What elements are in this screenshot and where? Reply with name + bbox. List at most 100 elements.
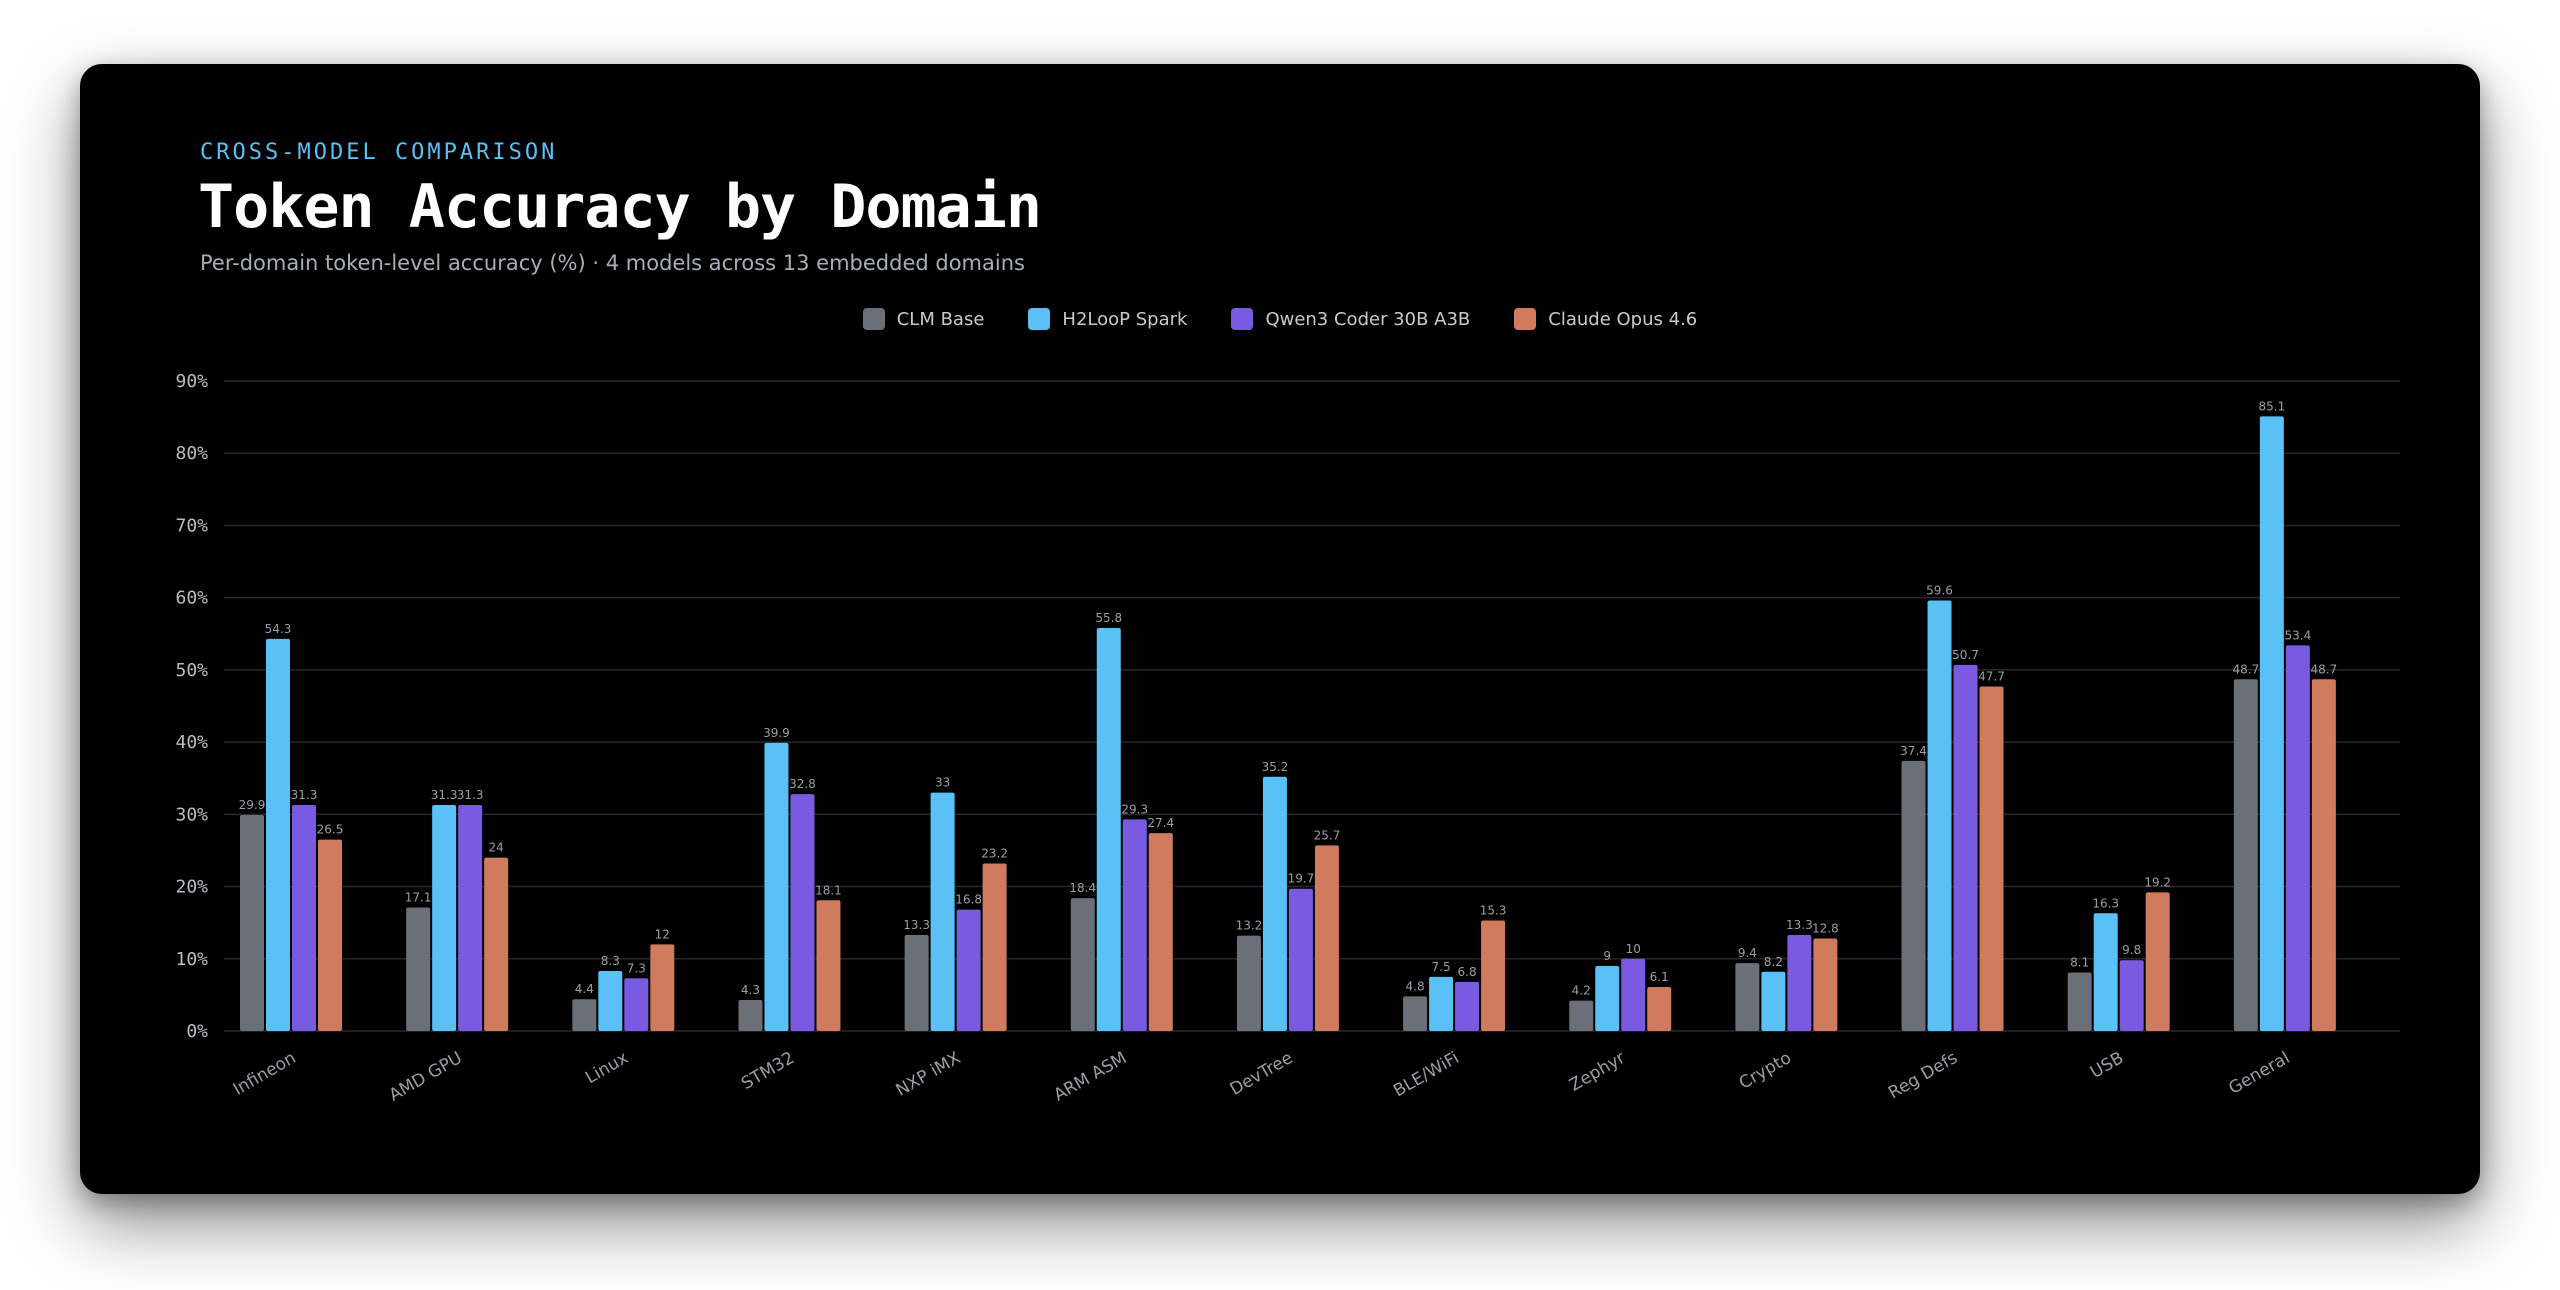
category-label: Linux [582, 1048, 632, 1088]
bar [266, 638, 290, 1031]
bar [2119, 960, 2144, 1031]
bar-value-label: 4.4 [575, 982, 594, 996]
bar-value-label: 13.3 [903, 918, 930, 932]
bar [1262, 776, 1287, 1031]
bar-value-label: 33 [935, 776, 950, 790]
bar-value-label: 15.3 [1480, 904, 1507, 918]
bar [1429, 976, 1454, 1031]
bar-value-label: 23.2 [981, 846, 1008, 860]
bar [1979, 686, 2004, 1031]
bar [1096, 628, 1121, 1031]
bar-value-label: 17.1 [405, 891, 432, 905]
legend-label: Qwen3 Coder 30B A3B [1265, 308, 1471, 330]
category-label: Infineon [230, 1048, 300, 1100]
category-label: Crypto [1736, 1048, 1795, 1094]
bar [2145, 892, 2170, 1031]
category-label: Reg Defs [1885, 1048, 1961, 1103]
bar [650, 944, 675, 1031]
chart-title: Token Accuracy by Domain [198, 172, 1042, 242]
category-label: USB [2087, 1048, 2127, 1083]
bar-value-label: 35.2 [1262, 760, 1289, 774]
bar-value-label: 55.8 [1095, 611, 1122, 625]
legend-item: Qwen3 Coder 30B A3B [1231, 308, 1470, 330]
bar [624, 978, 649, 1031]
bar-value-label: 7.3 [627, 961, 646, 975]
y-tick-label: 30% [175, 804, 208, 825]
bar-value-label: 85.1 [2258, 399, 2285, 413]
bar-value-label: 48.7 [2232, 662, 2259, 676]
bar-value-label: 47.7 [1978, 670, 2005, 684]
bar [1481, 920, 1506, 1031]
bar-value-label: 13.3 [1786, 918, 1813, 932]
bar [1927, 600, 1952, 1031]
bar [1761, 971, 1786, 1031]
bar [1595, 966, 1620, 1031]
bar [1953, 664, 1978, 1031]
y-tick-label: 20% [175, 877, 208, 898]
bar [816, 900, 841, 1031]
bar [1735, 963, 1760, 1031]
legend-item: CLM Base [862, 308, 984, 330]
bar [1901, 760, 1926, 1031]
bar [1813, 938, 1838, 1031]
bar [240, 815, 264, 1031]
category-label: DevTree [1227, 1048, 1297, 1100]
category-label: Zephyr [1566, 1048, 1629, 1096]
bar [1122, 819, 1147, 1031]
bar-value-label: 18.1 [815, 883, 842, 897]
bar [2311, 679, 2336, 1031]
bar [982, 863, 1007, 1031]
bar [1787, 934, 1812, 1031]
bar-value-label: 16.8 [955, 893, 982, 907]
bar [738, 999, 763, 1031]
bar-value-label: 39.9 [763, 726, 790, 740]
bar-value-label: 37.4 [1900, 744, 1927, 758]
bar-value-label: 18.4 [1069, 881, 1096, 895]
chart-card: CROSS-MODEL COMPARISON Token Accuracy by… [80, 64, 2480, 1194]
bar-value-label: 12.8 [1812, 922, 1839, 936]
bar [458, 804, 483, 1031]
bar [406, 907, 431, 1031]
legend-swatch [1028, 308, 1051, 330]
category-label: General [2225, 1048, 2293, 1099]
bar-value-label: 26.5 [317, 823, 344, 837]
legend-swatch [862, 308, 885, 330]
bar-value-label: 13.2 [1236, 919, 1263, 933]
bar-value-label: 6.8 [1458, 965, 1477, 979]
bar-value-label: 16.3 [2092, 896, 2119, 910]
bar [764, 742, 789, 1031]
bar-value-label: 31.3 [431, 788, 458, 802]
bar [790, 794, 815, 1031]
legend-item: Claude Opus 4.6 [1514, 308, 1697, 330]
bar [432, 804, 457, 1031]
bar [2067, 972, 2092, 1031]
bar-value-label: 9.4 [1738, 946, 1757, 960]
bar-value-label: 32.8 [789, 777, 816, 791]
bar-value-label: 12 [655, 927, 670, 941]
bar-value-label: 27.4 [1147, 816, 1174, 830]
category-label: STM32 [738, 1048, 798, 1094]
bar [572, 999, 597, 1031]
chart-subtitle: Per-domain token-level accuracy (%) · 4 … [200, 251, 1025, 275]
bar-value-label: 19.7 [1288, 872, 1315, 886]
legend-label: H2LooP Spark [1062, 308, 1188, 330]
bar-value-label: 10 [1626, 942, 1641, 956]
bar-value-label: 6.1 [1650, 970, 1669, 984]
bar [1403, 996, 1428, 1031]
bar [1621, 958, 1646, 1031]
bar-value-label: 53.4 [2284, 628, 2311, 642]
bar-value-label: 19.2 [2144, 875, 2171, 889]
bar-value-label: 50.7 [1952, 648, 1979, 662]
bar [930, 792, 955, 1031]
bar [2233, 679, 2258, 1031]
y-tick-label: 40% [175, 732, 208, 753]
bar-value-label: 54.3 [265, 622, 292, 636]
legend: CLM Base H2LooP Spark Qwen3 Coder 30B A3B C… [80, 308, 2480, 330]
y-tick-label: 70% [175, 515, 208, 536]
bar [1455, 981, 1480, 1031]
bar [318, 839, 342, 1031]
bar-value-label: 8.3 [601, 954, 620, 968]
bar-value-label: 59.6 [1926, 584, 1953, 598]
bar [2259, 416, 2284, 1031]
bar-value-label: 31.3 [457, 788, 484, 802]
